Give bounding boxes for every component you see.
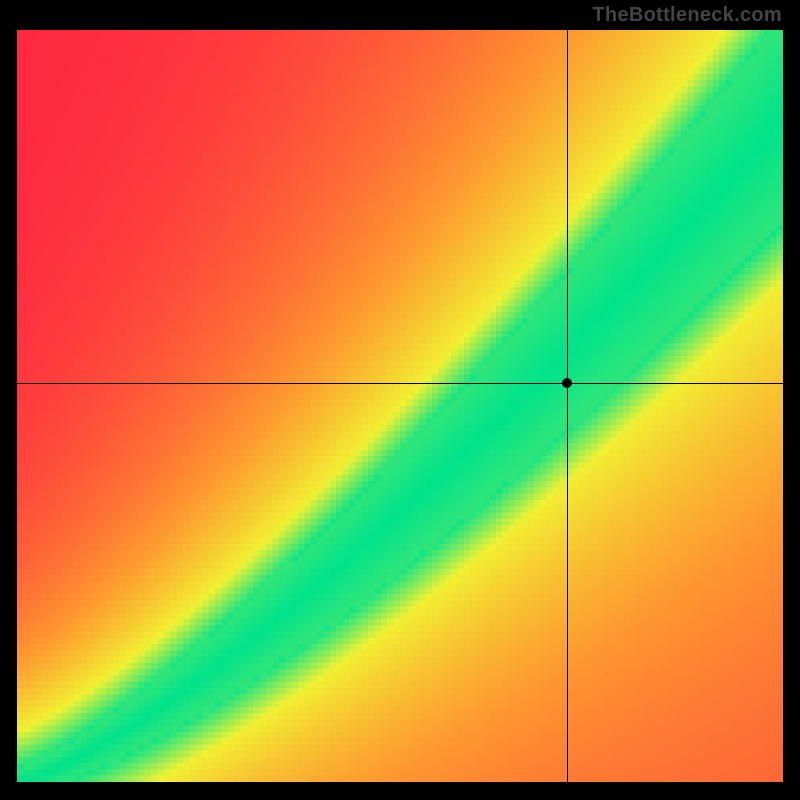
crosshair-horizontal xyxy=(17,383,783,384)
plot-area xyxy=(17,30,783,782)
watermark-text: TheBottleneck.com xyxy=(592,4,782,27)
crosshair-vertical xyxy=(567,30,568,782)
crosshair-marker xyxy=(562,378,572,388)
heatmap-canvas xyxy=(17,30,783,782)
